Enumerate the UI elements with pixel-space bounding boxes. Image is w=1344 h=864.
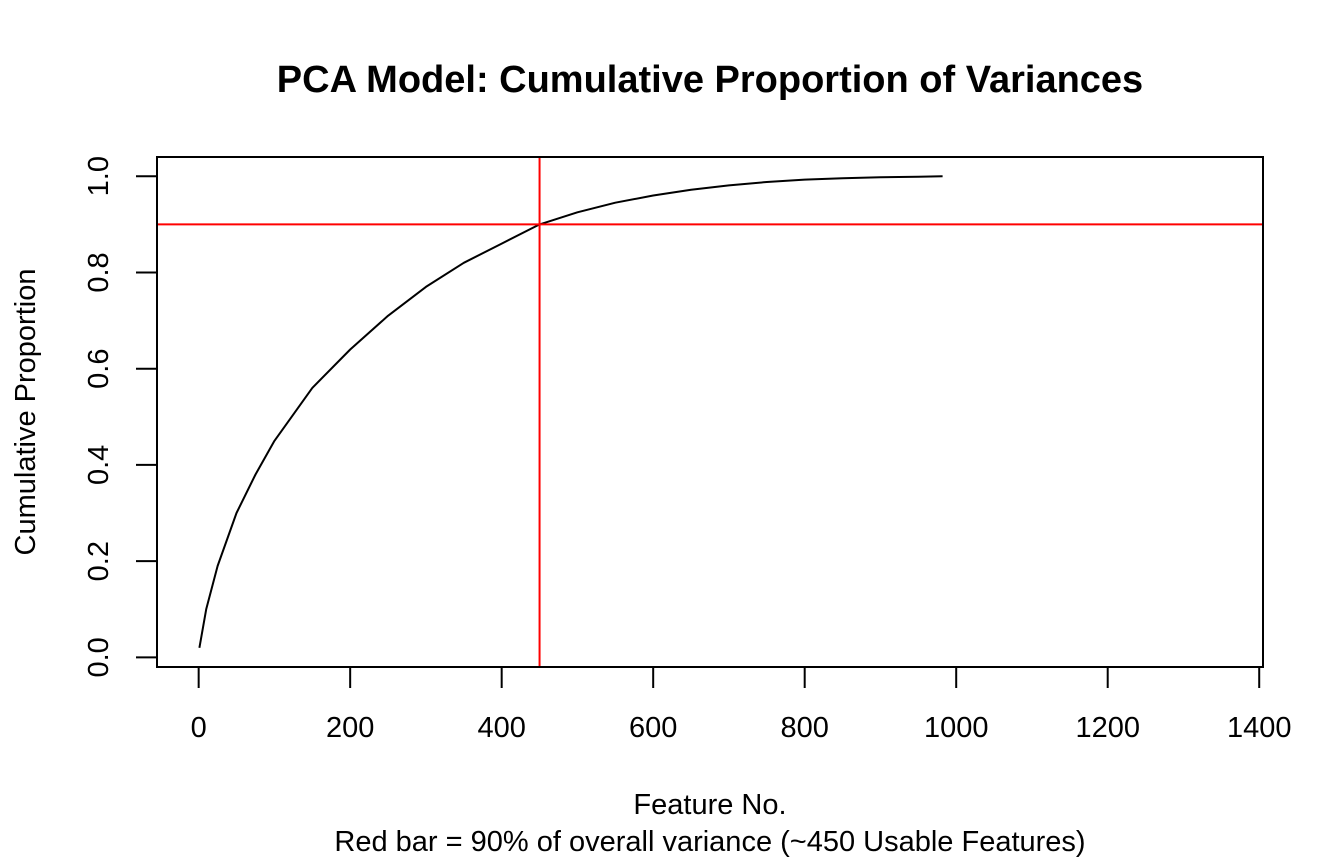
x-tick-label: 0 [191, 712, 207, 744]
y-tick-label: 0.4 [83, 445, 115, 485]
x-axis-subtitle: Red bar = 90% of overall variance (~450 … [334, 826, 1085, 858]
x-tick-label: 1200 [1075, 712, 1140, 744]
plot-frame [156, 156, 1264, 668]
curve-layer [198, 175, 943, 648]
x-tick-label: 200 [326, 712, 374, 744]
x-axis: 0 200 400 600 800 1000 1200 1400 [191, 666, 1292, 744]
y-axis: 0.0 0.2 0.4 0.6 0.8 1.0 [83, 156, 158, 678]
y-axis-label: Cumulative Proportion [10, 269, 42, 556]
y-tick-label: 1.0 [83, 156, 115, 196]
reference-lines [157, 157, 1263, 667]
x-tick-label: 600 [629, 712, 677, 744]
series-line-0 [198, 175, 943, 648]
x-tick-label: 1400 [1227, 712, 1292, 744]
chart-title: PCA Model: Cumulative Proportion of Vari… [277, 59, 1143, 101]
x-tick-label: 400 [477, 712, 525, 744]
y-tick-label: 0.8 [83, 252, 115, 292]
x-axis-label: Feature No. [633, 789, 786, 821]
y-tick-label: 0.2 [83, 541, 115, 581]
y-tick-label: 0.0 [83, 637, 115, 677]
x-tick-label: 800 [780, 712, 828, 744]
y-tick-label: 0.6 [83, 349, 115, 389]
x-tick-label: 1000 [924, 712, 989, 744]
